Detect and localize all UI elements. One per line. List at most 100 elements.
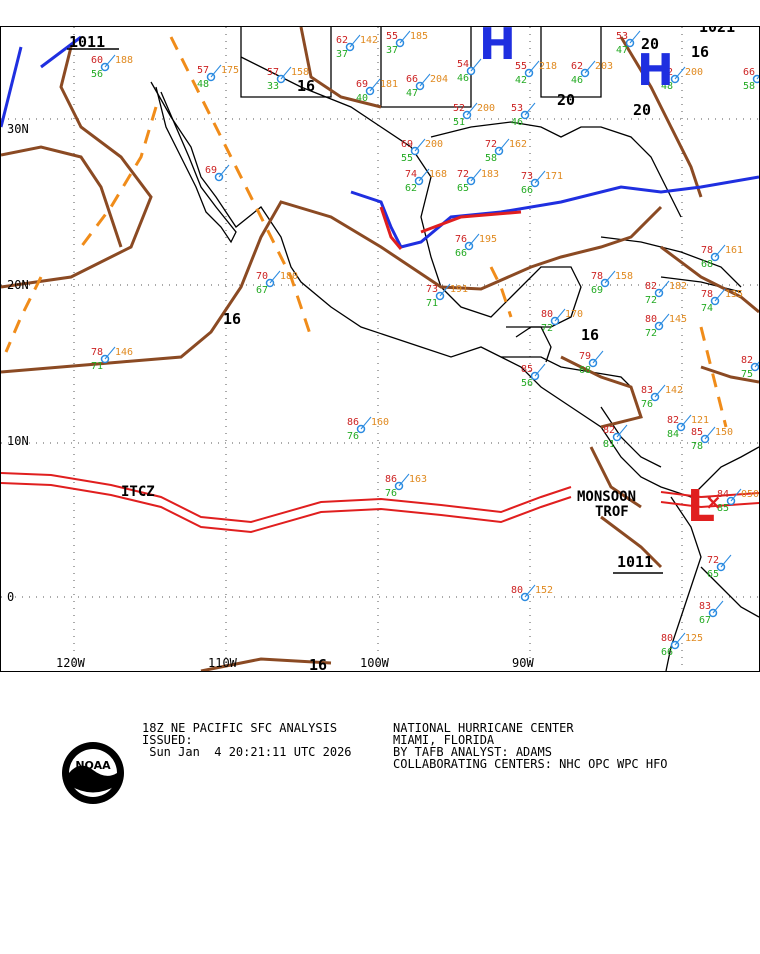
wind-barb-icon [418, 168, 430, 182]
station-pressure: 158 [615, 271, 633, 282]
station-temperature: 76 [455, 234, 467, 245]
wind-barb-icon [754, 361, 759, 368]
station-pressure: 135 [725, 289, 743, 300]
issued-timestamp: Sun Jan 4 20:21:11 UTC 2026 [142, 745, 352, 759]
station-pressure: 152 [535, 585, 553, 596]
isobar-label: 20 [633, 101, 651, 119]
station-temperature: 72 [485, 139, 497, 150]
station-dewpoint: 55 [401, 153, 413, 164]
station-plot: 86 76 160 [347, 416, 389, 442]
wind-barb-icon [712, 600, 724, 614]
station-dewpoint: 71 [426, 298, 438, 309]
station-temperature: 85 [691, 427, 703, 438]
station-plot: 82 84 121 [667, 414, 709, 440]
station-temperature: 82 [603, 425, 615, 436]
station-temperature: 72 [707, 555, 719, 566]
station-pressure: 218 [539, 61, 557, 72]
station-plot: 78 71 146 [91, 346, 133, 372]
wind-barb-icon [714, 288, 726, 302]
wind-barb-icon [466, 102, 478, 116]
longitude-labels: 120W 110W 100W 90W [56, 656, 534, 670]
station-dewpoint: 72 [645, 295, 657, 306]
wind-barb-icon [104, 54, 116, 68]
station-pressure: 171 [545, 171, 563, 182]
station-pressure: 142 [360, 35, 378, 46]
center-name: NATIONAL HURRICANE CENTER [393, 721, 574, 735]
wind-barb-icon [414, 138, 426, 152]
station-plot: 57 33 158 [267, 66, 309, 92]
station-dewpoint: 81 [603, 439, 615, 450]
wind-barb-icon [528, 60, 540, 74]
low-center-x-icon: × [705, 490, 722, 514]
wind-barb-icon [730, 488, 742, 502]
station-pressure: 163 [409, 474, 427, 485]
station-pressure: 191 [450, 284, 468, 295]
wind-barb-icon [604, 270, 616, 284]
station-pressure: 168 [429, 169, 447, 180]
wind-barb-icon [218, 164, 230, 178]
station-plot: 66 47 204 [406, 73, 448, 99]
station-temperature: 78 [701, 289, 713, 300]
station-plot: 74 62 168 [405, 168, 447, 194]
wind-barb-icon [658, 280, 670, 294]
station-temperature: 55 [386, 31, 398, 42]
isobar-label: 20 [641, 35, 659, 53]
station-temperature: 72 [457, 169, 469, 180]
station-temperature: 73 [426, 284, 438, 295]
noaa-logo-text: NOAA [75, 759, 111, 772]
station-dewpoint: 84 [667, 429, 679, 440]
station-temperature: 55 [515, 61, 527, 72]
station-temperature: 84 [717, 489, 729, 500]
station-pressure: 142 [665, 385, 683, 396]
station-dewpoint: 37 [336, 49, 348, 60]
station-pressure: 182 [669, 281, 687, 292]
station-pressure: 180 [280, 271, 298, 282]
latitude-label: 0 [7, 590, 14, 604]
station-plot: 78 74 135 [701, 288, 743, 314]
station-pressure: 200 [685, 67, 703, 78]
station-plot: 80 72 145 [645, 313, 687, 339]
station-plot: 83 76 142 [641, 384, 683, 410]
wind-barb-icon [269, 270, 281, 284]
center-location: MIAMI, FLORIDA [393, 733, 495, 747]
station-dewpoint: 48 [661, 81, 673, 92]
station-pressure: 150 [715, 427, 733, 438]
wind-barb-icon [674, 66, 686, 80]
wind-barb-icon [534, 363, 546, 377]
station-pressure: 050 [741, 489, 759, 500]
station-dewpoint: 66 [661, 647, 673, 658]
station-temperature: 80 [541, 309, 553, 320]
station-dewpoint: 58 [743, 81, 755, 92]
low-pressure-center: L [687, 481, 715, 532]
station-temperature: 78 [591, 271, 603, 282]
wind-barb-icon [104, 346, 116, 360]
station-dewpoint: 37 [386, 45, 398, 56]
wind-barb-icon [419, 73, 431, 87]
wind-barb-icon [349, 34, 361, 48]
wind-barb-icon [524, 102, 536, 116]
wind-barb-icon [674, 632, 686, 646]
station-dewpoint: 68 [701, 259, 713, 270]
station-dewpoint: 72 [541, 323, 553, 334]
station-temperature: 79 [579, 351, 591, 362]
station-temperature: 83 [641, 385, 653, 396]
wind-barb-icon [524, 584, 536, 598]
station-temperature: 69 [205, 165, 217, 176]
wind-barb-icon [470, 58, 482, 72]
latitude-label: 30N [7, 122, 29, 136]
wind-barb-icon [616, 424, 628, 438]
wind-barb-icon [629, 30, 641, 44]
latitude-label: 10N [7, 434, 29, 448]
product-title: 18Z NE PACIFIC SFC ANALYSIS [142, 721, 338, 735]
blank-line [142, 758, 352, 770]
station-dewpoint: 85 [717, 503, 729, 514]
isobar-label: 16 [223, 310, 241, 328]
latitude-label: 20N [7, 278, 29, 292]
station-dewpoint: 74 [701, 303, 713, 314]
isobar-label: 1011 [69, 33, 105, 51]
station-temperature: 83 [699, 601, 711, 612]
